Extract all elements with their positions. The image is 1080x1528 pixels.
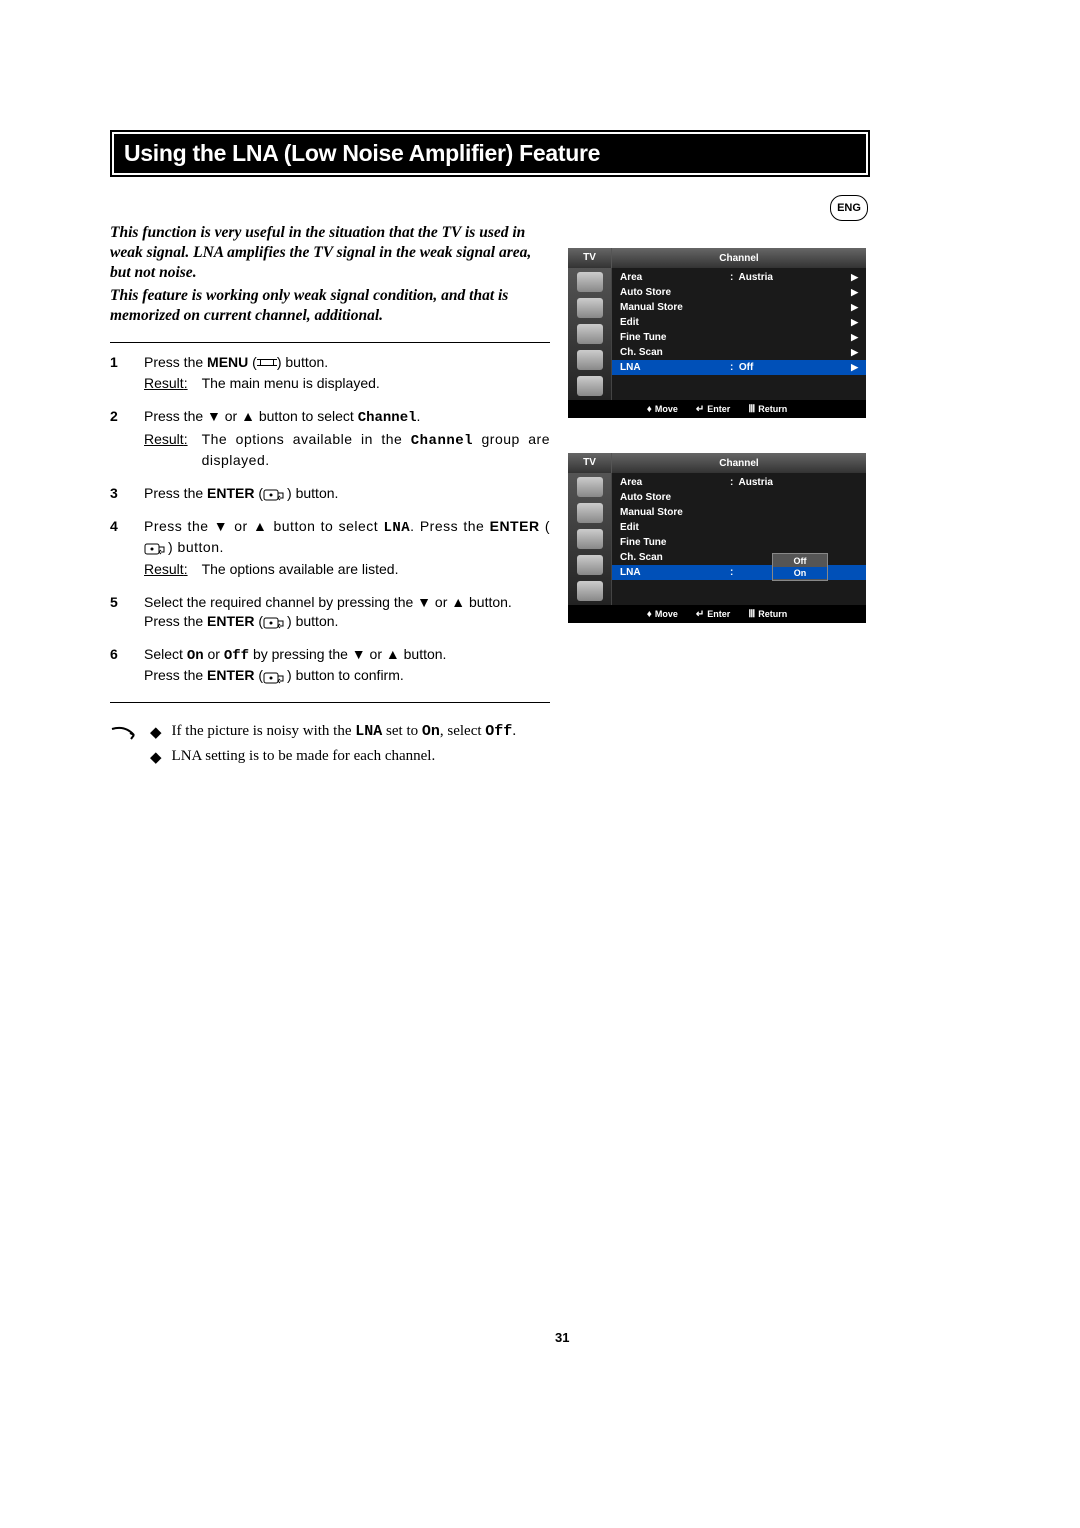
- note-item: ◆ If the picture is noisy with the LNA s…: [150, 723, 550, 742]
- osd-row: Area: Austria: [612, 475, 866, 490]
- osd-category-icon: [577, 477, 603, 497]
- osd-menu: TV Channel Area: AustriaAuto StoreManual…: [568, 453, 866, 623]
- enter-icon: [144, 539, 168, 558]
- osd-category-icon: [577, 350, 603, 370]
- osd-category-icon: [577, 272, 603, 292]
- osd-row: Fine Tune: [612, 535, 866, 550]
- enter-icon: [263, 484, 287, 503]
- step: 5 Select the required channel by pressin…: [110, 593, 550, 632]
- osd-row: Ch. Scan▶: [612, 345, 866, 360]
- osd-submenu-item: On: [773, 567, 827, 579]
- page-title: Using the LNA (Low Noise Amplifier) Feat…: [114, 134, 866, 173]
- osd-title: Channel: [612, 253, 866, 264]
- diamond-icon: ◆: [150, 748, 162, 767]
- language-badge: ENG: [830, 195, 868, 221]
- step-body: Press the ▼ or ▲ button to select Channe…: [144, 407, 550, 470]
- osd-row: LNA: Off▶: [612, 360, 866, 375]
- result-text: The options available in the Channel gro…: [202, 430, 550, 470]
- step-number: 4: [110, 517, 144, 579]
- intro-paragraph: This function is very useful in the situ…: [110, 223, 550, 282]
- osd-icon-column: [568, 473, 612, 605]
- result-text: The main menu is displayed.: [202, 374, 550, 393]
- step-body: Press the ▼ or ▲ button to select LNA. P…: [144, 517, 550, 579]
- osd-tv-label: TV: [568, 248, 612, 268]
- osd-row: Auto Store▶: [612, 285, 866, 300]
- step-number: 5: [110, 593, 144, 632]
- intro-text: This function is very useful in the situ…: [110, 223, 550, 326]
- result-label: Result:: [144, 374, 188, 393]
- note-item: ◆ LNA setting is to be made for each cha…: [150, 748, 550, 767]
- notes-block: ◆ If the picture is noisy with the LNA s…: [110, 723, 550, 773]
- result-text: The options available are listed.: [202, 560, 550, 579]
- osd-category-icon: [577, 555, 603, 575]
- step: 4 Press the ▼ or ▲ button to select LNA.…: [110, 517, 550, 579]
- osd-row: Edit▶: [612, 315, 866, 330]
- step: 6 Select On or Off by pressing the ▼ or …: [110, 645, 550, 686]
- osd-category-icon: [577, 298, 603, 318]
- osd-icon-column: [568, 268, 612, 400]
- step-number: 3: [110, 484, 144, 504]
- osd-footer: ♦Move ↵Enter ⅢReturn: [568, 400, 866, 418]
- osd-row: Manual Store: [612, 505, 866, 520]
- step-number: 2: [110, 407, 144, 470]
- page-number: 31: [555, 1330, 569, 1345]
- osd-footer: ♦Move ↵Enter ⅢReturn: [568, 605, 866, 623]
- step-body: Select On or Off by pressing the ▼ or ▲ …: [144, 645, 550, 686]
- osd-category-icon: [577, 503, 603, 523]
- osd-category-icon: [577, 529, 603, 549]
- step-number: 1: [110, 353, 144, 393]
- osd-category-icon: [577, 581, 603, 601]
- osd-row: Manual Store▶: [612, 300, 866, 315]
- osd-tv-label: TV: [568, 453, 612, 473]
- enter-icon: [263, 667, 287, 686]
- osd-menu: TV Channel Area: Austria▶Auto Store▶Manu…: [568, 248, 866, 418]
- step-number: 6: [110, 645, 144, 686]
- intro-paragraph: This feature is working only weak signal…: [110, 286, 550, 326]
- osd-submenu: Off On: [772, 553, 828, 581]
- osd-row: Area: Austria▶: [612, 270, 866, 285]
- page-title-box: Using the LNA (Low Noise Amplifier) Feat…: [110, 130, 870, 177]
- enter-icon: [263, 613, 287, 632]
- diamond-icon: ◆: [150, 723, 162, 742]
- osd-row: Fine Tune▶: [612, 330, 866, 345]
- divider: [110, 342, 550, 343]
- note-arrow-icon: [110, 723, 150, 773]
- step-body: Press the MENU () button. Result: The ma…: [144, 353, 550, 393]
- result-label: Result:: [144, 560, 188, 579]
- osd-title: Channel: [612, 458, 866, 469]
- osd-category-icon: [577, 376, 603, 396]
- steps-list: 1 Press the MENU () button. Result: The …: [110, 353, 550, 686]
- osd-row: Auto Store: [612, 490, 866, 505]
- step: 2 Press the ▼ or ▲ button to select Chan…: [110, 407, 550, 470]
- osd-row: Edit: [612, 520, 866, 535]
- osd-category-icon: [577, 324, 603, 344]
- divider: [110, 702, 550, 703]
- menu-icon: [257, 357, 277, 369]
- result-label: Result:: [144, 430, 188, 470]
- step: 3 Press the ENTER () button.: [110, 484, 550, 504]
- osd-column: TV Channel Area: Austria▶Auto Store▶Manu…: [568, 248, 866, 658]
- step: 1 Press the MENU () button. Result: The …: [110, 353, 550, 393]
- step-body: Select the required channel by pressing …: [144, 593, 550, 632]
- step-body: Press the ENTER () button.: [144, 484, 550, 504]
- osd-submenu-item: Off: [773, 555, 827, 567]
